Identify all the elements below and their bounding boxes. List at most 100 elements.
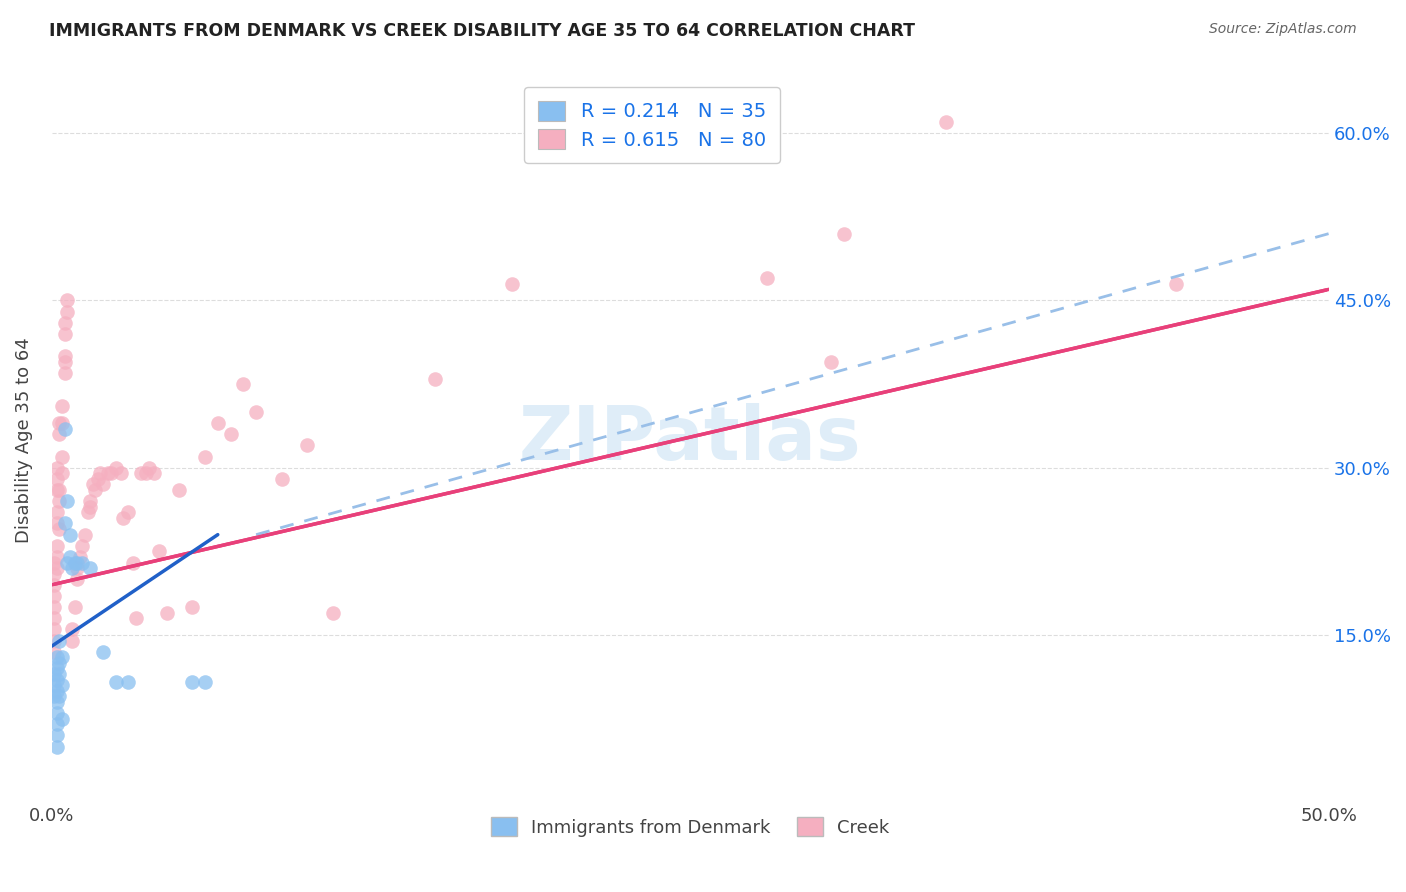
Point	[66, 572, 89, 586]
Point	[501, 277, 523, 291]
Point	[44, 645, 66, 659]
Point	[45, 561, 67, 575]
Point	[194, 450, 217, 464]
Point	[66, 561, 89, 575]
Point	[79, 500, 101, 514]
Point	[232, 377, 254, 392]
Point	[169, 483, 191, 497]
Point	[51, 712, 73, 726]
Point	[48, 690, 70, 704]
Point	[45, 661, 67, 675]
Point	[48, 633, 70, 648]
Point	[129, 467, 152, 481]
Point	[53, 516, 76, 531]
Point	[181, 674, 204, 689]
Point	[135, 467, 157, 481]
Point	[84, 483, 107, 497]
Text: ZIPatlas: ZIPatlas	[519, 403, 862, 476]
Point	[51, 450, 73, 464]
Point	[45, 539, 67, 553]
Point	[219, 427, 242, 442]
Point	[59, 527, 82, 541]
Point	[45, 483, 67, 497]
Point	[51, 678, 73, 692]
Point	[69, 549, 91, 564]
Text: IMMIGRANTS FROM DENMARK VS CREEK DISABILITY AGE 35 TO 64 CORRELATION CHART: IMMIGRANTS FROM DENMARK VS CREEK DISABIL…	[49, 22, 915, 40]
Point	[112, 511, 135, 525]
Point	[142, 467, 165, 481]
Point	[48, 427, 70, 442]
Point	[245, 405, 267, 419]
Point	[44, 611, 66, 625]
Point	[44, 566, 66, 581]
Point	[1164, 277, 1187, 291]
Point	[45, 549, 67, 564]
Point	[48, 667, 70, 681]
Point	[53, 326, 76, 341]
Point	[45, 516, 67, 531]
Point	[138, 460, 160, 475]
Point	[122, 556, 145, 570]
Point	[295, 438, 318, 452]
Point	[48, 416, 70, 430]
Point	[56, 556, 79, 570]
Point	[45, 673, 67, 687]
Point	[91, 477, 114, 491]
Point	[45, 650, 67, 665]
Point	[73, 527, 96, 541]
Point	[117, 674, 139, 689]
Point	[104, 460, 127, 475]
Point	[53, 316, 76, 330]
Point	[935, 115, 957, 129]
Point	[56, 494, 79, 508]
Point	[82, 477, 104, 491]
Point	[156, 606, 179, 620]
Legend: Immigrants from Denmark, Creek: Immigrants from Denmark, Creek	[484, 810, 897, 844]
Point	[207, 416, 229, 430]
Point	[44, 667, 66, 681]
Point	[100, 467, 122, 481]
Point	[270, 472, 292, 486]
Point	[44, 623, 66, 637]
Point	[53, 366, 76, 380]
Point	[45, 706, 67, 720]
Point	[832, 227, 855, 241]
Text: Source: ZipAtlas.com: Source: ZipAtlas.com	[1209, 22, 1357, 37]
Point	[148, 544, 170, 558]
Point	[104, 674, 127, 689]
Point	[53, 349, 76, 363]
Point	[53, 422, 76, 436]
Point	[44, 633, 66, 648]
Point	[48, 494, 70, 508]
Point	[51, 400, 73, 414]
Point	[56, 293, 79, 308]
Point	[45, 683, 67, 698]
Point	[44, 678, 66, 692]
Point	[72, 556, 94, 570]
Point	[45, 505, 67, 519]
Point	[45, 460, 67, 475]
Point	[60, 633, 83, 648]
Point	[51, 467, 73, 481]
Point	[820, 355, 842, 369]
Point	[125, 611, 148, 625]
Point	[423, 371, 446, 385]
Point	[181, 600, 204, 615]
Point	[51, 416, 73, 430]
Point	[110, 467, 132, 481]
Point	[45, 728, 67, 742]
Point	[48, 656, 70, 670]
Point	[44, 589, 66, 603]
Point	[117, 505, 139, 519]
Point	[45, 717, 67, 731]
Y-axis label: Disability Age 35 to 64: Disability Age 35 to 64	[15, 337, 32, 542]
Point	[87, 472, 110, 486]
Point	[48, 483, 70, 497]
Point	[91, 645, 114, 659]
Point	[60, 561, 83, 575]
Point	[60, 623, 83, 637]
Point	[76, 505, 98, 519]
Point	[97, 467, 120, 481]
Point	[79, 561, 101, 575]
Point	[51, 650, 73, 665]
